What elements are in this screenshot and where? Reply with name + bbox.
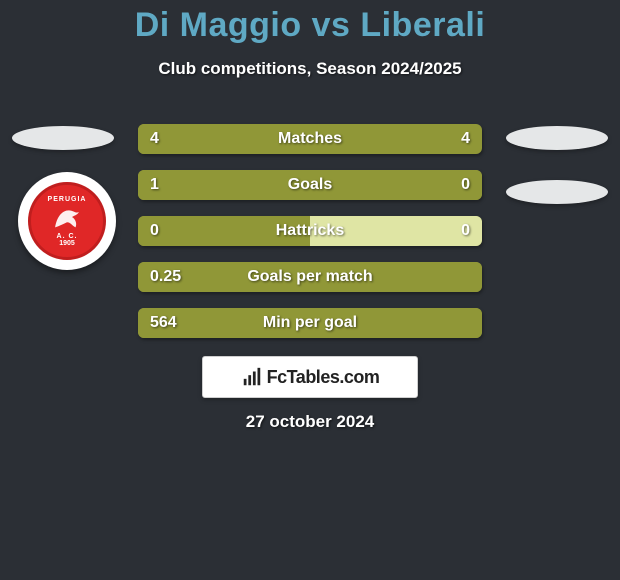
bar-value-right: 0 [461, 216, 470, 246]
bar-stat-label: Min per goal [138, 308, 482, 338]
brand-logo: FcTables.com [241, 366, 380, 388]
bar-stat-label: Goals per match [138, 262, 482, 292]
bar-value-right: 4 [461, 124, 470, 154]
club-badge-inner: PERUGIA A. C. 1905 [28, 182, 106, 260]
page-title: Di Maggio vs Liberali [0, 0, 620, 45]
stat-bar-row: 0.25Goals per match [138, 262, 482, 292]
brand-text: FcTables.com [267, 367, 380, 388]
bar-stat-label: Goals [138, 170, 482, 200]
page-subtitle: Club competitions, Season 2024/2025 [0, 59, 620, 79]
badge-side-letters: A. C. [57, 233, 78, 240]
brand-footer-box: FcTables.com [202, 356, 418, 398]
stat-bar-row: 1Goals0 [138, 170, 482, 200]
stat-bar-row: 0Hattricks0 [138, 216, 482, 246]
badge-year: 1905 [59, 240, 75, 247]
club-badge: PERUGIA A. C. 1905 [18, 172, 116, 270]
comparison-card: Di Maggio vs Liberali Club competitions,… [0, 0, 620, 580]
barchart-icon [241, 366, 263, 388]
bar-stat-label: Matches [138, 124, 482, 154]
bar-stat-label: Hattricks [138, 216, 482, 246]
griffin-icon [50, 205, 84, 231]
right-player-slot [502, 108, 612, 204]
stat-bars: 4Matches41Goals00Hattricks00.25Goals per… [138, 124, 482, 354]
stat-bar-row: 4Matches4 [138, 124, 482, 154]
player-placeholder-ellipse [506, 126, 608, 150]
left-player-slot: PERUGIA A. C. 1905 [8, 108, 118, 150]
footer-date: 27 october 2024 [0, 412, 620, 432]
bar-value-right: 0 [461, 170, 470, 200]
stat-bar-row: 564Min per goal [138, 308, 482, 338]
badge-top-text: PERUGIA [48, 196, 87, 203]
player-placeholder-ellipse [12, 126, 114, 150]
club-placeholder-ellipse [506, 180, 608, 204]
